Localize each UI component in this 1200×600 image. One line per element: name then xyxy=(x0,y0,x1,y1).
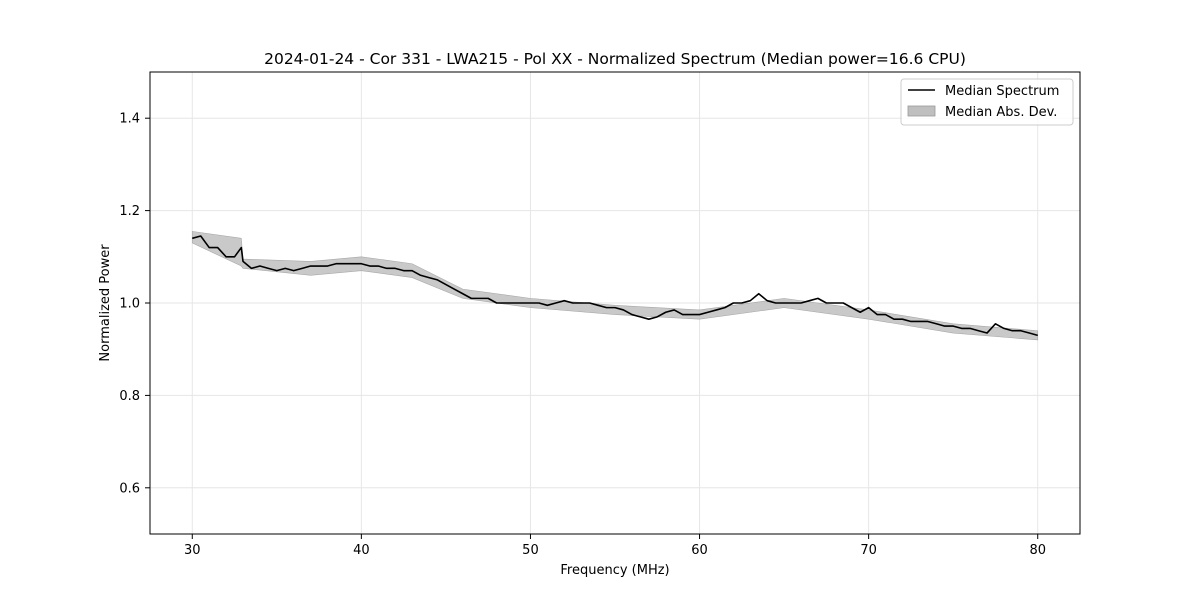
y-tick-label: 1.2 xyxy=(119,204,140,219)
y-tick-label: 0.6 xyxy=(119,481,140,496)
x-axis-label: Frequency (MHz) xyxy=(560,563,669,578)
legend: Median Spectrum Median Abs. Dev. xyxy=(900,78,1074,126)
median-abs-dev-band xyxy=(191,231,1039,341)
median-line-layer xyxy=(192,235,1038,337)
chart-title: 2024-01-24 - Cor 331 - LWA215 - Pol XX -… xyxy=(264,50,966,68)
x-tick-label: 80 xyxy=(1029,543,1046,558)
legend-box xyxy=(900,78,1074,126)
x-tick-label: 70 xyxy=(860,543,877,558)
mad-band-layer xyxy=(191,231,1039,341)
y-axis-label: Normalized Power xyxy=(98,244,113,362)
median-spectrum-line xyxy=(192,235,1038,337)
legend-band-swatch xyxy=(907,105,936,117)
y-tick-label: 1.4 xyxy=(119,112,140,127)
x-axis-ticks: 30 40 50 60 70 80 xyxy=(184,534,1046,558)
y-tick-label: 1.0 xyxy=(119,297,140,312)
legend-label-median-spectrum: Median Spectrum xyxy=(945,84,1059,99)
x-tick-label: 40 xyxy=(353,543,370,558)
y-axis-ticks: 0.6 0.8 1.0 1.2 1.4 xyxy=(119,112,150,496)
x-tick-label: 50 xyxy=(522,543,539,558)
x-tick-label: 60 xyxy=(691,543,708,558)
x-tick-label: 30 xyxy=(184,543,201,558)
legend-label-median-abs-dev: Median Abs. Dev. xyxy=(945,105,1057,120)
y-tick-label: 0.8 xyxy=(119,389,140,404)
